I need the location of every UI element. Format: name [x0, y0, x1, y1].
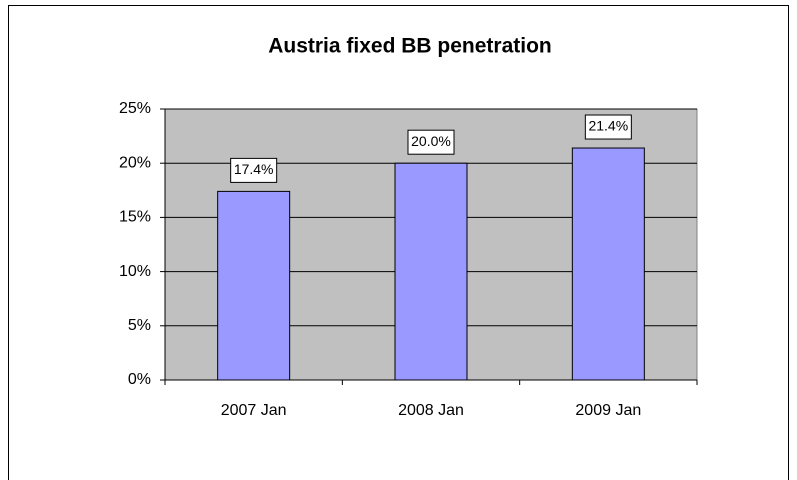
- bar: [394, 162, 468, 381]
- bar: [217, 190, 291, 381]
- y-tick-label: 25%: [119, 100, 151, 117]
- data-label-box: [584, 114, 632, 140]
- x-tick-label: 2007 Jan: [221, 402, 287, 419]
- data-label: 17.4%: [234, 161, 274, 177]
- data-label-box: [230, 157, 278, 183]
- data-label: 21.4%: [588, 118, 628, 134]
- y-tick-label: 10%: [119, 263, 151, 280]
- y-tick-label: 20%: [119, 154, 151, 171]
- data-label-box: [407, 129, 455, 155]
- x-tick-label: 2009 Jan: [575, 402, 641, 419]
- data-label: 20.0%: [411, 133, 451, 149]
- bar: [571, 147, 645, 381]
- y-tick-label: 0%: [128, 371, 151, 388]
- y-tick-label: 15%: [119, 209, 151, 226]
- chart-title: Austria fixed BB penetration: [268, 35, 552, 58]
- x-tick-label: 2008 Jan: [398, 402, 464, 419]
- y-tick-label: 5%: [128, 317, 151, 334]
